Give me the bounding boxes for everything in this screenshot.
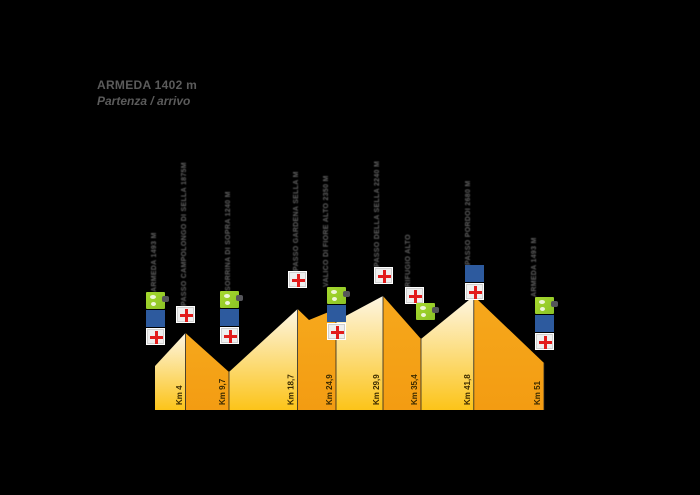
svg-text:Km 24,9: Km 24,9 <box>325 374 334 405</box>
svg-text:Km 18,7: Km 18,7 <box>287 374 296 405</box>
svg-text:Km 9,7: Km 9,7 <box>218 378 227 405</box>
svg-text:Km 35,4: Km 35,4 <box>410 374 419 405</box>
svg-text:Km 41,8: Km 41,8 <box>463 374 472 405</box>
svg-text:Km 4: Km 4 <box>175 385 184 405</box>
svg-text:Km 29,9: Km 29,9 <box>372 374 381 405</box>
svg-text:Km 51: Km 51 <box>533 380 542 405</box>
